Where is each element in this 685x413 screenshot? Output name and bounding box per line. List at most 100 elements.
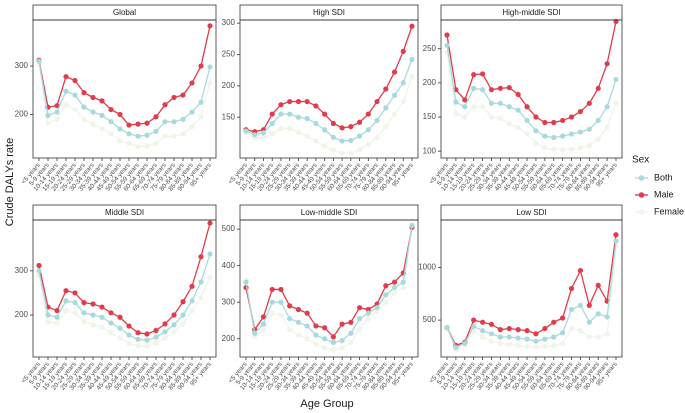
data-point — [586, 143, 592, 149]
data-point — [356, 316, 363, 322]
data-point — [189, 298, 195, 304]
data-point — [278, 312, 284, 318]
data-point — [171, 119, 177, 125]
data-point — [144, 143, 150, 149]
data-point — [488, 100, 495, 106]
panel-border — [32, 219, 217, 358]
data-point — [542, 325, 548, 332]
data-point — [391, 92, 398, 98]
data-point — [63, 88, 69, 94]
data-point — [45, 112, 51, 118]
data-point — [269, 299, 275, 305]
data-point — [81, 300, 87, 306]
data-point — [171, 329, 177, 335]
data-point — [488, 331, 495, 337]
data-point — [356, 327, 363, 333]
data-point — [506, 104, 512, 110]
data-point — [586, 302, 592, 308]
data-point — [551, 319, 557, 325]
legend-key-dot — [638, 209, 645, 215]
legend-title: Sex — [632, 155, 649, 166]
data-point — [252, 132, 258, 138]
data-point — [153, 114, 159, 120]
data-point — [54, 320, 60, 326]
data-point — [471, 323, 477, 330]
data-point — [577, 129, 584, 135]
data-point — [497, 334, 503, 340]
data-point — [533, 114, 539, 120]
data-point — [322, 111, 328, 117]
data-point — [604, 61, 610, 67]
data-point — [243, 128, 249, 134]
data-point — [99, 314, 105, 320]
data-point — [542, 133, 548, 139]
data-point — [551, 146, 557, 152]
data-point — [365, 141, 371, 147]
data-point — [295, 98, 302, 105]
data-point — [374, 117, 380, 123]
data-point — [287, 316, 293, 322]
data-point — [295, 129, 302, 135]
data-point — [462, 114, 468, 120]
data-point — [90, 109, 96, 115]
data-point — [322, 336, 328, 342]
data-point — [356, 133, 363, 139]
facet-title: Low-middle SDI — [301, 208, 357, 217]
data-point — [613, 76, 619, 83]
data-point — [117, 325, 123, 331]
data-point — [153, 128, 159, 134]
data-point — [153, 334, 159, 340]
data-point — [560, 147, 566, 153]
data-point — [400, 279, 406, 285]
data-point — [595, 282, 601, 288]
data-point — [90, 312, 96, 318]
data-point — [45, 319, 51, 325]
data-point — [144, 343, 150, 349]
data-point — [108, 119, 114, 125]
data-point — [304, 115, 310, 122]
data-point — [462, 97, 468, 103]
series-line — [38, 253, 211, 341]
data-point — [287, 98, 293, 105]
data-point — [391, 279, 398, 285]
data-point — [400, 80, 406, 86]
data-point — [506, 121, 512, 127]
facet-title: High-middle SDI — [502, 8, 560, 17]
data-point — [63, 288, 69, 294]
y-tick-label: 200 — [222, 81, 236, 90]
data-point — [391, 284, 398, 291]
data-point — [126, 323, 132, 329]
data-point — [99, 126, 105, 132]
data-point — [524, 117, 530, 124]
data-point — [108, 106, 114, 113]
data-point — [287, 125, 293, 132]
data-point — [180, 131, 186, 137]
series-line — [446, 45, 617, 139]
data-point — [207, 80, 213, 86]
data-point — [304, 310, 310, 316]
data-point — [99, 324, 105, 330]
data-point — [135, 133, 141, 139]
data-point — [313, 138, 319, 144]
data-point — [542, 145, 548, 151]
y-tick-label: 150 — [423, 112, 437, 121]
data-point — [295, 319, 302, 325]
legend-key-dot — [638, 175, 645, 181]
data-point — [471, 317, 477, 323]
data-point — [322, 325, 328, 331]
data-point — [453, 99, 459, 105]
data-point — [108, 330, 114, 336]
data-point — [304, 323, 310, 329]
data-point — [560, 117, 566, 124]
data-point — [189, 109, 195, 115]
data-point — [162, 321, 168, 327]
data-point — [260, 321, 267, 327]
data-point — [365, 306, 371, 313]
data-point — [577, 302, 584, 308]
data-point — [198, 254, 204, 260]
data-point — [63, 307, 69, 314]
data-point — [198, 99, 204, 105]
data-point — [604, 104, 610, 110]
panel-border — [239, 19, 419, 159]
data-point — [533, 344, 539, 351]
